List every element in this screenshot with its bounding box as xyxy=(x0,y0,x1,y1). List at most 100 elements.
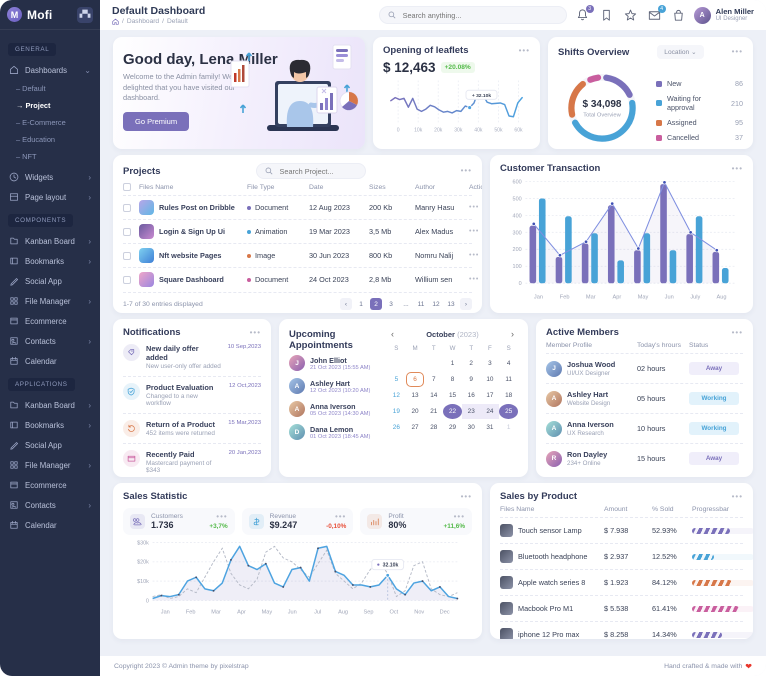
sidebar-item-kanban-board[interactable]: Kanban Board › xyxy=(0,231,100,251)
calendar-day-1[interactable]: 1 xyxy=(450,360,455,367)
card-menu-button[interactable]: ••• xyxy=(460,166,472,175)
calendar-day-18[interactable]: 18 xyxy=(505,392,513,399)
calendar-day-27[interactable]: 27 xyxy=(411,424,419,431)
sidebar-item-dashboards[interactable]: Dashboards ⌄ xyxy=(0,60,100,80)
bag-icon[interactable] xyxy=(671,8,686,23)
calendar-day-5[interactable]: 5 xyxy=(394,376,399,383)
page-button-11[interactable]: 11 xyxy=(417,300,425,308)
calendar-day-24[interactable]: 24 xyxy=(480,404,500,419)
row-actions-button[interactable]: ••• xyxy=(469,228,480,235)
row-actions-button[interactable]: ••• xyxy=(469,276,480,283)
row-actions-button[interactable]: ••• xyxy=(469,252,480,259)
notification-item[interactable]: Recently Paid Mastercard payment of $343 2… xyxy=(123,444,261,477)
sidebar-item-file-manager[interactable]: File Manager › xyxy=(0,291,100,311)
appointment-item[interactable]: J John Elliot 21 Oct 2023 (15:55 AM) xyxy=(289,355,377,371)
sidebar-item-file-manager[interactable]: File Manager › xyxy=(0,455,100,475)
sidebar-item-bookmarks[interactable]: Bookmarks › xyxy=(0,415,100,435)
row-actions-button[interactable]: ••• xyxy=(469,204,480,211)
calendar-next-button[interactable]: › xyxy=(511,329,514,339)
sidebar-item-widgets[interactable]: Widgets › xyxy=(0,167,100,187)
global-search[interactable] xyxy=(378,6,567,24)
stat-menu-button[interactable]: ••• xyxy=(334,512,347,521)
select-all-checkbox[interactable] xyxy=(123,183,131,191)
appointment-item[interactable]: A Anna Iverson 05 Oct 2023 (14:30 AM) xyxy=(289,401,377,417)
page-prev-button[interactable]: ‹ xyxy=(340,298,352,310)
user-menu[interactable]: A Alen Miller UI Designer xyxy=(693,6,754,24)
bookmark-icon[interactable] xyxy=(599,8,614,23)
search-input[interactable] xyxy=(400,9,558,21)
sidebar-item-kanban-board[interactable]: Kanban Board › xyxy=(0,395,100,415)
card-menu-button[interactable]: ••• xyxy=(518,45,530,55)
sidebar-subitem-project[interactable]: → Project xyxy=(16,101,51,110)
mail-icon[interactable]: 4 xyxy=(647,4,666,23)
page-button-3[interactable]: 3 xyxy=(389,300,393,308)
calendar-day-31[interactable]: 31 xyxy=(486,424,494,431)
card-menu-button[interactable]: ••• xyxy=(731,491,743,501)
calendar-day-20[interactable]: 20 xyxy=(411,408,419,415)
breadcrumb-item[interactable]: Dashboard xyxy=(126,18,160,25)
sidebar-item-page-layout[interactable]: Page layout › xyxy=(0,187,100,207)
calendar-day-9[interactable]: 9 xyxy=(469,376,473,383)
appointment-item[interactable]: D Dana Lemon 01 Oct 2023 (18:45 AM) xyxy=(289,424,377,440)
calendar-day-23[interactable]: 23 xyxy=(461,404,481,419)
calendar-day-22[interactable]: 22 xyxy=(443,404,462,419)
sidebar-item-calendar[interactable]: Calendar xyxy=(0,515,100,535)
calendar-day-14[interactable]: 14 xyxy=(430,392,438,399)
sidebar-item-bookmarks[interactable]: Bookmarks › xyxy=(0,251,100,271)
notification-item[interactable]: Product Evaluation Changed to a new workf… xyxy=(123,377,261,414)
calendar-day-19[interactable]: 19 xyxy=(392,408,400,415)
calendar-day-3[interactable]: 3 xyxy=(488,360,492,367)
sidebar-subitem-education[interactable]: – Education xyxy=(16,135,56,144)
card-menu-button[interactable]: ••• xyxy=(249,327,261,337)
calendar-day-21[interactable]: 21 xyxy=(430,408,438,415)
stat-menu-button[interactable]: ••• xyxy=(216,512,228,521)
page-button-13[interactable]: 13 xyxy=(447,300,455,308)
calendar-day-1[interactable]: 1 xyxy=(506,424,511,431)
sidebar-subitem-default[interactable]: – Default xyxy=(16,84,46,93)
calendar-day-10[interactable]: 10 xyxy=(486,376,494,383)
calendar-day-6[interactable]: 6 xyxy=(405,372,425,387)
home-icon[interactable] xyxy=(112,18,119,25)
card-menu-button[interactable]: ••• xyxy=(460,491,472,501)
row-checkbox[interactable] xyxy=(123,251,131,260)
sidebar-item-ecommerce[interactable]: Ecommerce xyxy=(0,311,100,331)
row-checkbox[interactable] xyxy=(123,203,131,212)
app-logo-text[interactable]: Mofi xyxy=(27,7,53,22)
sidebar-item-ecommerce[interactable]: Ecommerce xyxy=(0,475,100,495)
calendar-day-16[interactable]: 16 xyxy=(467,392,475,399)
calendar-day-29[interactable]: 29 xyxy=(448,424,457,431)
calendar-day-7[interactable]: 7 xyxy=(432,376,436,383)
calendar-day-28[interactable]: 28 xyxy=(430,424,438,431)
card-menu-button[interactable]: ••• xyxy=(731,327,743,337)
row-checkbox[interactable] xyxy=(123,275,131,284)
row-checkbox[interactable] xyxy=(123,227,131,236)
project-search[interactable] xyxy=(255,163,366,179)
appointment-item[interactable]: A Ashley Hart 12 Oct 2023 (10:20 AM) xyxy=(289,378,377,394)
card-menu-button[interactable]: ••• xyxy=(731,47,743,56)
project-search-input[interactable] xyxy=(277,165,357,177)
calendar-day-8[interactable]: 8 xyxy=(450,376,455,383)
star-icon[interactable] xyxy=(623,8,638,23)
calendar-day-30[interactable]: 30 xyxy=(467,424,475,431)
sidebar-item-calendar[interactable]: Calendar xyxy=(0,351,100,371)
calendar-day-4[interactable]: 4 xyxy=(506,360,511,367)
calendar-day-11[interactable]: 11 xyxy=(505,376,512,383)
calendar-day-26[interactable]: 26 xyxy=(392,424,400,431)
sidebar-pin-button[interactable]: ▞▚ xyxy=(77,6,93,23)
page-button-1[interactable]: 1 xyxy=(359,300,363,308)
card-menu-button[interactable]: ••• xyxy=(731,163,743,173)
go-premium-button[interactable]: Go Premium xyxy=(123,112,190,132)
notification-item[interactable]: Return of a Product 452 items were return… xyxy=(123,414,261,444)
page-button-12[interactable]: 12 xyxy=(432,300,440,308)
calendar-day-17[interactable]: 17 xyxy=(486,392,494,399)
calendar-day-13[interactable]: 13 xyxy=(411,392,419,399)
sidebar-subitem-e-commerce[interactable]: – E-Commerce xyxy=(16,118,66,127)
bell-icon[interactable]: 3 xyxy=(575,4,594,23)
page-button-2[interactable]: 2 xyxy=(370,298,382,310)
calendar-day-15[interactable]: 15 xyxy=(448,392,457,399)
stat-menu-button[interactable]: ••• xyxy=(453,512,466,521)
sidebar-item-contacts[interactable]: Contacts › xyxy=(0,331,100,351)
notification-item[interactable]: New daily offer added New user-only offer… xyxy=(123,338,261,377)
calendar-prev-button[interactable]: ‹ xyxy=(391,329,394,339)
sidebar-subitem-nft[interactable]: – NFT xyxy=(16,152,37,161)
